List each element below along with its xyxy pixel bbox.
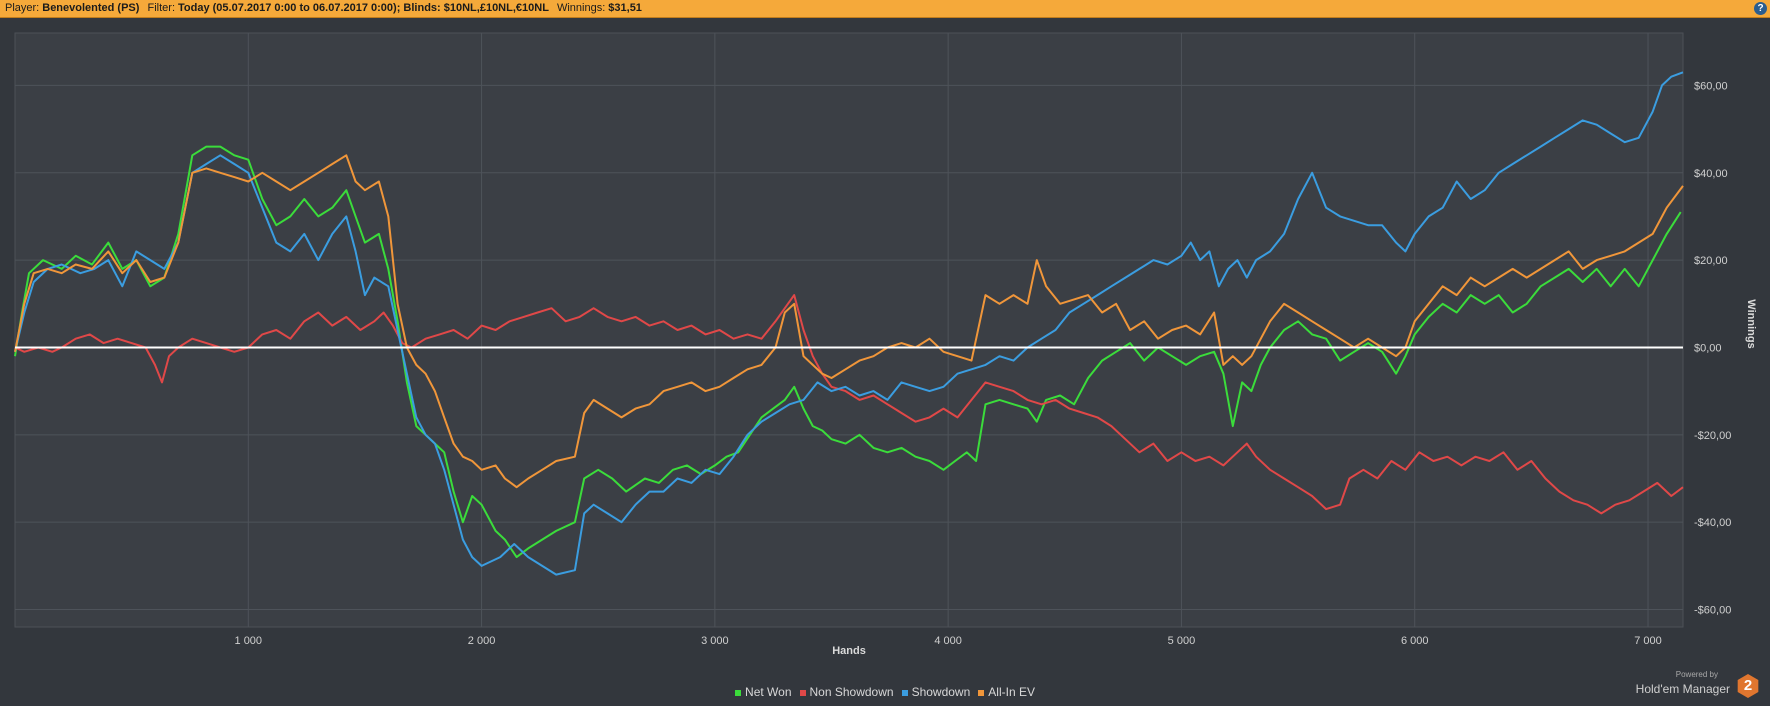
legend-item-showdown[interactable]: Showdown — [901, 685, 971, 699]
legend-item-all-in-ev[interactable]: All-In EV — [978, 685, 1035, 699]
series-line-net-won — [14, 145, 1682, 559]
y-tick-label: $20,00 — [1694, 255, 1728, 267]
x-tick-label: 6 000 — [1401, 635, 1429, 647]
x-tick-label: 7 000 — [1634, 635, 1662, 647]
product-name: Hold'em Manager — [1635, 682, 1730, 696]
chart-legend: Net Won Non Showdown Showdown All-In EV — [0, 685, 1770, 699]
legend-item-net-won[interactable]: Net Won — [735, 685, 792, 699]
series-line-showdown — [14, 71, 1684, 576]
y-tick-label: $40,00 — [1694, 168, 1728, 180]
winnings-label: Winnings: — [556, 2, 606, 14]
branding: Powered by Hold'em Manager 2 — [1620, 670, 1760, 700]
legend-label: Net Won — [745, 685, 792, 699]
player-value: Benevolented (PS) — [42, 2, 140, 14]
y-axis-label: Winnings — [1745, 299, 1757, 348]
player-label: Player: — [5, 2, 40, 14]
y-tick-label: $60,00 — [1694, 80, 1728, 92]
x-tick-label: 1 000 — [235, 635, 263, 647]
legend-swatch — [901, 689, 908, 696]
y-tick-label: -$60,00 — [1694, 605, 1731, 617]
y-tick-label: -$40,00 — [1694, 517, 1731, 529]
x-tick-label: 2 000 — [468, 635, 496, 647]
legend-label: Non Showdown — [809, 685, 894, 699]
legend-item-non-showdown[interactable]: Non Showdown — [799, 685, 894, 699]
powered-by-text: Powered by — [1675, 670, 1718, 679]
legend-label: All-In EV — [988, 685, 1035, 699]
product-logo-icon: 2 — [1737, 674, 1759, 698]
legend-label: Showdown — [911, 685, 971, 699]
filter-label: Filter: — [147, 2, 176, 14]
x-tick-label: 5 000 — [1168, 635, 1196, 647]
x-tick-label: 4 000 — [934, 635, 962, 647]
x-axis-label: Hands — [832, 645, 866, 657]
legend-swatch — [978, 689, 985, 696]
legend-swatch — [799, 689, 806, 696]
help-icon[interactable]: ? — [1754, 2, 1767, 15]
y-tick-label: $0,00 — [1694, 342, 1722, 354]
winnings-graph: 1 000 2 000 3 000 4 000 5 000 6 000 7 000 $60,0… — [14, 32, 1757, 657]
y-tick-label: -$20,00 — [1694, 430, 1731, 442]
winnings-value: $31,51 — [608, 2, 642, 14]
legend-swatch — [735, 689, 742, 696]
filter-summary-bar: Player: Benevolented (PS) Filter: Today (0… — [0, 0, 1770, 18]
filter-value: Today (05.07.2017 0:00 to 06.07.2017 0:0… — [178, 2, 549, 14]
x-tick-label: 3 000 — [701, 635, 729, 647]
series-line-all-in-ev — [14, 154, 1684, 489]
plot-area — [14, 32, 1684, 628]
